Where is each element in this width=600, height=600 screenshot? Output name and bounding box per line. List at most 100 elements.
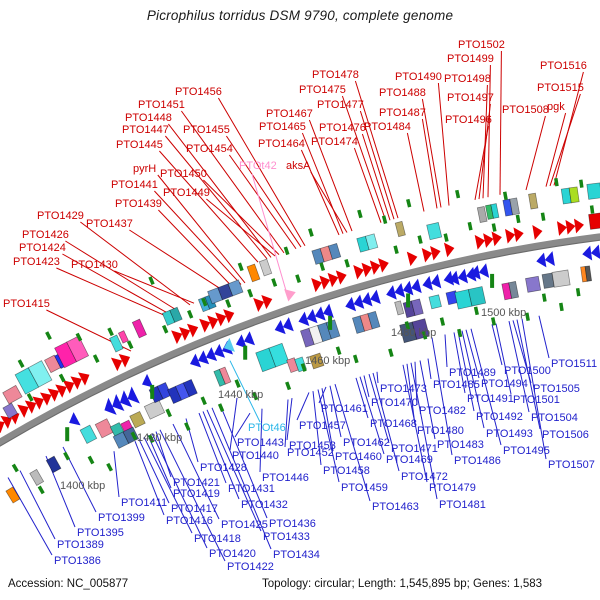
gene-glyph-box[interactable] xyxy=(79,424,98,444)
gene-glyph-box[interactable] xyxy=(109,334,124,353)
gene-glyph-arrow[interactable] xyxy=(505,226,525,244)
gene-label[interactable]: PTO1482 xyxy=(419,405,466,417)
gene-glyph-arrow[interactable] xyxy=(221,337,235,355)
gene-label[interactable]: pgk xyxy=(547,101,565,113)
gene-label[interactable]: PTO1477 xyxy=(317,99,364,111)
gene-label[interactable]: aksA xyxy=(286,160,311,172)
gene-glyph-box[interactable] xyxy=(351,310,381,334)
trna-glyph[interactable] xyxy=(284,286,298,302)
gene-glyph-box[interactable] xyxy=(167,378,198,405)
gene-glyph-box[interactable] xyxy=(143,399,166,420)
gene-glyph-box[interactable] xyxy=(501,281,519,301)
gene-glyph-box[interactable] xyxy=(541,272,555,289)
gene-glyph-arrow[interactable] xyxy=(556,217,585,236)
gene-glyph-arrow[interactable] xyxy=(474,230,504,250)
gene-glyph-arrow[interactable] xyxy=(443,241,456,258)
gene-label[interactable]: PTO1468 xyxy=(370,418,417,430)
gene-label[interactable]: PTO1428 xyxy=(200,462,247,474)
gene-label[interactable]: PTO1486 xyxy=(454,455,501,467)
gene-glyph-box[interactable] xyxy=(131,318,147,339)
gene-label[interactable]: PTO1422 xyxy=(227,561,274,573)
gene-label[interactable]: PTO1440 xyxy=(232,450,279,462)
gene-glyph-arrow[interactable] xyxy=(272,317,294,337)
gene-label[interactable]: PTO1463 xyxy=(372,501,419,513)
gene-label[interactable]: PTO1499 xyxy=(447,53,494,65)
gene-label[interactable]: PTO1451 xyxy=(138,99,185,111)
gene-glyph-arrow[interactable] xyxy=(581,244,600,261)
gene-label[interactable]: PTO1425 xyxy=(221,519,268,531)
gene-glyph-box[interactable] xyxy=(454,286,487,310)
gene-label[interactable]: PTO1500 xyxy=(504,365,551,377)
gene-label[interactable]: PTO1497 xyxy=(447,92,494,104)
gene-label[interactable]: PTO1492 xyxy=(476,411,523,423)
gene-glyph-box[interactable] xyxy=(246,263,261,283)
gene-glyph-box[interactable] xyxy=(255,342,290,373)
gene-label[interactable]: PTO1432 xyxy=(241,499,288,511)
gene-glyph-arrow[interactable] xyxy=(139,373,154,391)
gene-label[interactable]: PTO1430 xyxy=(71,259,118,271)
gene-glyph-box[interactable] xyxy=(502,197,520,217)
gene-label[interactable]: PTO1489 xyxy=(449,367,496,379)
gene-label[interactable]: PTO1415 xyxy=(3,298,50,310)
gene-glyph-arrow[interactable] xyxy=(532,224,543,240)
gene-label[interactable]: PTO1488 xyxy=(379,87,426,99)
gene-label[interactable]: PTO1481 xyxy=(439,499,486,511)
gene-glyph-box[interactable] xyxy=(402,298,424,319)
gene-glyph-box[interactable] xyxy=(394,220,406,238)
gene-label[interactable]: PTO1450 xyxy=(160,168,207,180)
gene-label[interactable]: PTO1448 xyxy=(125,112,172,124)
gene-glyph-box[interactable] xyxy=(485,203,500,220)
gene-glyph-box[interactable] xyxy=(580,265,592,283)
gene-label[interactable]: PTO1434 xyxy=(273,549,320,561)
gene-glyph-arrow[interactable] xyxy=(469,263,490,281)
gene-label[interactable]: PTO1449 xyxy=(163,187,210,199)
gene-label[interactable]: PTO1470 xyxy=(371,397,418,409)
gene-label[interactable]: PTO1459 xyxy=(341,482,388,494)
gene-glyph-box[interactable] xyxy=(356,233,379,253)
gene-label[interactable]: PTO1511 xyxy=(551,358,597,370)
gene-label[interactable]: PTO1469 xyxy=(386,454,433,466)
gene-label[interactable]: PTO1386 xyxy=(54,555,101,567)
gene-glyph-arrow[interactable] xyxy=(100,386,140,418)
gene-label[interactable]: PTO1464 xyxy=(258,138,305,150)
gene-label[interactable]: PTO1495 xyxy=(503,445,550,457)
gene-label[interactable]: PTO1417 xyxy=(171,503,218,515)
gene-glyph-box[interactable] xyxy=(258,258,273,277)
gene-glyph-box[interactable] xyxy=(207,279,244,305)
gene-glyph-arrow[interactable] xyxy=(17,368,93,418)
gene-glyph-box[interactable] xyxy=(5,486,21,504)
gene-glyph-arrow[interactable] xyxy=(66,412,81,429)
gene-label[interactable]: PTO1433 xyxy=(263,531,310,543)
gene-glyph-arrow[interactable] xyxy=(442,270,455,288)
gene-label[interactable]: PTO1447 xyxy=(122,124,169,136)
gene-label[interactable]: PTO1419 xyxy=(173,488,220,500)
gene-label[interactable]: PTO1501 xyxy=(513,394,560,406)
gene-label[interactable]: PTO1421 xyxy=(173,477,220,489)
gene-glyph-box[interactable] xyxy=(129,410,146,429)
gene-label[interactable]: PTO1515 xyxy=(537,82,584,94)
gene-label[interactable]: PTO1472 xyxy=(401,471,448,483)
gene-label[interactable]: PTO1478 xyxy=(312,69,359,81)
gene-label[interactable]: PTO1454 xyxy=(186,143,233,155)
gene-label[interactable]: PTO1465 xyxy=(259,121,306,133)
gene-glyph-arrow[interactable] xyxy=(187,340,234,371)
gene-label[interactable]: PTO1452 xyxy=(287,447,334,459)
gene-label[interactable]: PTO1490 xyxy=(395,71,442,83)
gene-label[interactable]: PTO1411 xyxy=(121,497,167,509)
gene-glyph-arrow[interactable] xyxy=(421,273,442,293)
gene-glyph-arrow[interactable] xyxy=(353,256,391,280)
gene-glyph-box[interactable] xyxy=(45,455,62,474)
gene-label[interactable]: PTO1483 xyxy=(437,439,484,451)
gene-glyph-box[interactable] xyxy=(588,212,600,230)
gene-glyph-box[interactable] xyxy=(525,275,542,293)
gene-glyph-box[interactable] xyxy=(94,418,115,439)
gene-glyph-box[interactable] xyxy=(428,294,442,310)
gene-label[interactable]: PTO1505 xyxy=(533,383,580,395)
gene-label[interactable]: PTO1456 xyxy=(175,86,222,98)
gene-label[interactable]: PTO1395 xyxy=(77,527,124,539)
gene-glyph-box[interactable] xyxy=(54,335,90,369)
gene-label[interactable]: PTO1502 xyxy=(458,39,505,51)
gene-label[interactable]: PTO1491 xyxy=(467,393,514,405)
gene-label[interactable]: PTO1480 xyxy=(417,425,464,437)
gene-label[interactable]: PTO1476 xyxy=(319,122,366,134)
